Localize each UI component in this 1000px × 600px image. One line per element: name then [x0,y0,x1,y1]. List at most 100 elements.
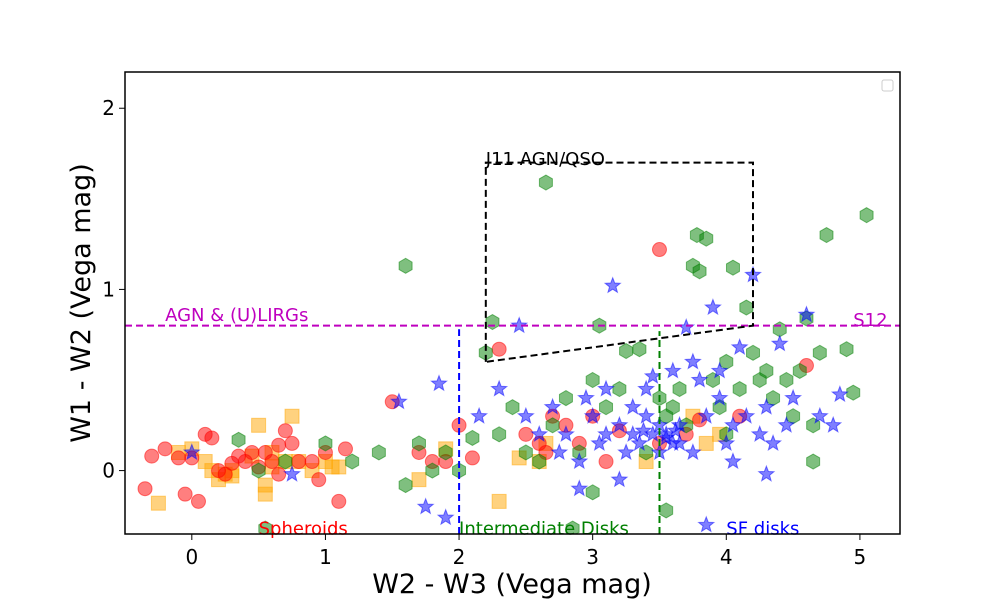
star-point [824,415,843,433]
hexagon-point [619,342,634,360]
star-point [583,406,602,424]
square-point [150,495,166,511]
x-tick-label: 3 [586,545,599,569]
star-point [666,421,685,439]
x-axis-label: W2 - W3 (Vega mag) [372,569,652,600]
star-point [470,406,489,424]
hexagon-point [672,380,687,398]
star-point [784,388,803,406]
star-point [724,452,742,470]
hexagon-point [725,259,740,276]
x-tick-label: 5 [854,545,867,569]
star-point [683,443,702,461]
square-point [331,459,347,475]
circle-point [491,341,507,357]
hexagon-point [251,462,266,479]
hexagon-point [699,230,714,247]
hexagon-point [558,390,573,407]
circle-point [284,435,300,451]
circle-point [137,481,153,497]
circle-point [170,450,186,466]
hexagon-point [278,453,293,470]
star-point [510,316,529,334]
star-point [810,406,829,424]
circle-point [190,493,206,509]
hexagon-point [465,429,480,447]
hexagon-point [318,435,333,452]
hexagon-point [532,453,547,470]
hexagon-point [766,390,781,407]
square-point [257,486,273,502]
hexagon-point [545,417,560,434]
hexagon-point [786,408,801,425]
star-point [623,397,642,415]
star-point [643,366,662,384]
legend-box [881,79,894,92]
star-point [597,379,615,397]
star-point [697,515,716,533]
hexagon-point [505,399,520,416]
star-point [737,406,756,424]
hexagon-point [779,371,794,389]
circle-point [244,444,260,460]
star-point [690,370,709,388]
hexagon-point [732,380,747,398]
hexagon-point [231,431,246,448]
y-axis-label: W1 - W2 (Vega mag) [66,163,97,443]
star-point [389,392,408,410]
circle-point [651,242,667,258]
y-tick-label: 1 [102,277,115,301]
star-point [430,374,448,392]
x-tick-label: 4 [720,545,733,569]
hexagon-point [665,399,680,416]
star-point [750,424,769,442]
star-point [283,464,301,482]
hexagon-point [371,444,386,461]
annotation-label: S12 [853,310,887,331]
circle-point [598,454,614,470]
x-tick-label: 0 [185,545,198,569]
hexagon-point [739,299,754,316]
data-points [137,174,874,534]
annotation-label: J11 AGN/QSO [485,149,605,170]
hexagon-point [411,435,426,452]
star-point [436,508,455,526]
star-point [717,434,736,452]
hexagon-point [425,462,440,479]
star-point [617,443,636,461]
hexagon-point [258,520,273,534]
star-point [590,434,609,452]
star-point [670,434,689,452]
circle-point [177,486,193,502]
hexagon-point [659,502,674,519]
star-point [697,406,716,424]
hexagon-point [859,207,874,224]
plot-frame [124,71,901,535]
hexagon-point [792,362,807,380]
star-point [770,334,789,352]
circle-point [337,441,353,457]
circle-point [264,454,280,470]
square-point [698,435,714,451]
hexagon-point [839,341,854,358]
star-point [603,276,622,294]
reference-lines [125,161,900,534]
star-point [630,434,649,452]
star-point [730,337,749,355]
star-point [797,305,816,323]
star-point [637,379,656,397]
square-point [251,417,267,433]
circle-point [204,430,220,446]
circle-point [144,448,160,464]
circle-point [277,423,293,439]
star-point [570,479,589,497]
square-point [491,493,507,509]
circle-point [304,454,320,470]
hexagon-point [438,444,453,461]
star-point [543,397,562,415]
star-point [764,434,783,452]
star-point [724,415,742,433]
circle-point [271,466,287,482]
hexagon-point [806,453,821,470]
star-point [623,424,642,442]
